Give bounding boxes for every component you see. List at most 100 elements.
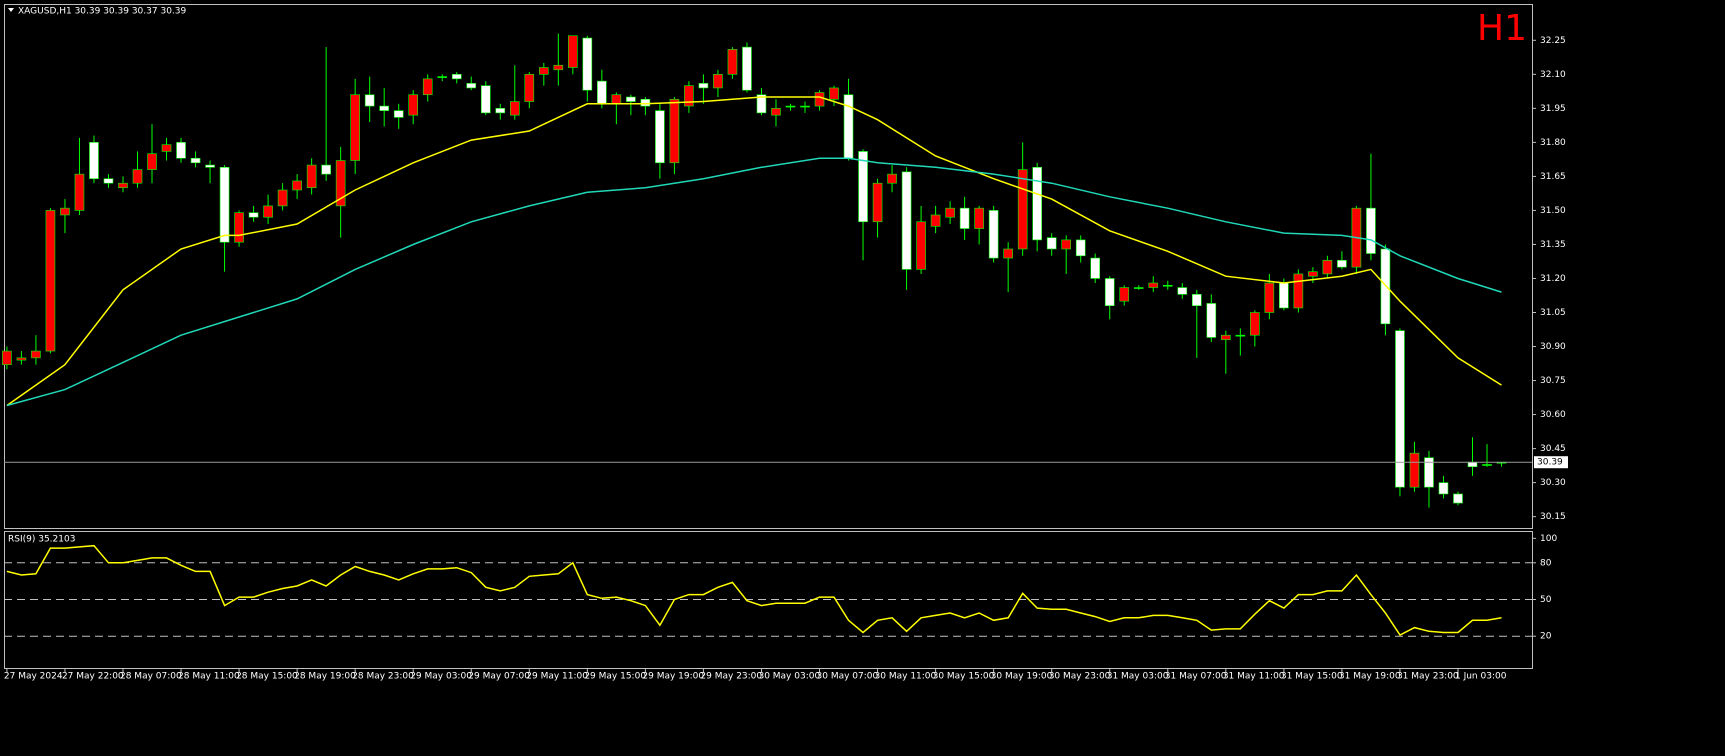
candle-body (930, 214, 941, 227)
candle-body (568, 35, 578, 68)
x-tick-label: 27 May 2024 (4, 672, 63, 682)
candle-body (277, 189, 288, 207)
y-tick-label: 31.20 (1540, 274, 1566, 284)
candle-body (713, 74, 723, 89)
x-tick-label: 30 May 19:00 (991, 672, 1053, 682)
candle-body (147, 153, 157, 170)
candle-body (974, 207, 984, 229)
candle-body (539, 67, 549, 75)
candle-body (379, 105, 389, 111)
x-tick-label: 30 May 15:00 (933, 672, 995, 682)
candle-body (132, 169, 143, 184)
candle-body (364, 94, 375, 107)
candle-body (1061, 239, 1071, 250)
candle-body (1003, 248, 1013, 259)
candle-body (495, 108, 506, 114)
x-tick-label: 31 May 23:00 (1397, 672, 1459, 682)
candle-body (1395, 330, 1405, 488)
x-tick-label: 28 May 15:00 (236, 672, 298, 682)
candle-body (626, 96, 636, 102)
x-tick-label: 27 May 22:00 (62, 672, 124, 682)
main-panel (4, 4, 1533, 529)
x-tick-label: 29 May 15:00 (584, 672, 646, 682)
x-tick-label: 31 May 11:00 (1223, 672, 1285, 682)
candle-body (1424, 457, 1434, 488)
rsi-line (6, 544, 1502, 636)
candle-body (263, 205, 273, 218)
y-tick-label: 31.95 (1540, 104, 1566, 114)
candle-body (74, 173, 85, 211)
candle-body (219, 167, 230, 243)
candle-body (1250, 312, 1260, 336)
y-tick-label: 50 (1540, 595, 1552, 605)
x-tick-label: 28 May 23:00 (352, 672, 414, 682)
candle-body (858, 151, 868, 223)
candle-body (1148, 282, 1159, 288)
candle-body (669, 98, 680, 164)
x-tick-label: 29 May 19:00 (642, 672, 704, 682)
candle-body (480, 85, 491, 114)
candle-body (1438, 482, 1449, 495)
candle-body (118, 182, 128, 189)
candle-body (872, 182, 883, 223)
candle-body (988, 210, 999, 259)
y-tick-label: 100 (1540, 534, 1557, 544)
y-tick-label: 30.75 (1540, 376, 1566, 386)
x-tick-label: 30 May 03:00 (758, 672, 820, 682)
candle-body (234, 212, 244, 243)
candle-body (1075, 239, 1086, 257)
timeframe-label: H1 (1477, 8, 1527, 49)
candle-body (248, 212, 259, 218)
x-tick-label: 1 Jun 03:00 (1455, 672, 1507, 682)
candle-body (350, 94, 360, 161)
candle-body (945, 207, 955, 218)
y-tick-label: 31.35 (1540, 240, 1566, 250)
candle-body (843, 94, 854, 159)
x-tick-label: 29 May 03:00 (410, 672, 472, 682)
x-tick-label: 28 May 19:00 (294, 672, 356, 682)
y-tick-label: 30.15 (1540, 512, 1566, 522)
last-price-label: 30.39 (1537, 458, 1563, 468)
candle-body (1032, 167, 1042, 241)
candle-body (1366, 207, 1376, 254)
candle-body (1017, 169, 1028, 250)
candle-body (89, 142, 99, 179)
candle-body (916, 221, 926, 270)
moving-average (6, 96, 1502, 407)
candle-body (1482, 464, 1492, 466)
y-tick-label: 80 (1540, 558, 1552, 568)
moving-average (6, 157, 1502, 407)
candle-body (1177, 287, 1188, 295)
candle-body (190, 157, 201, 164)
x-tick-label: 31 May 07:00 (1165, 672, 1227, 682)
candle-body (103, 178, 114, 184)
candle-body (422, 78, 433, 96)
candle-body (161, 144, 172, 152)
y-tick-label: 31.80 (1540, 138, 1566, 148)
menu-arrow[interactable] (8, 8, 14, 12)
candle-body (451, 74, 462, 80)
x-tick-label: 28 May 11:00 (178, 672, 240, 682)
candle-body (466, 83, 477, 89)
candle-body (1235, 334, 1246, 337)
candle-body (45, 210, 56, 352)
x-tick-label: 31 May 15:00 (1281, 672, 1343, 682)
candle-body (1409, 452, 1420, 488)
candle-body (901, 171, 912, 270)
candle-body (887, 173, 897, 184)
candle-body (524, 74, 535, 102)
candle-body (1308, 271, 1318, 277)
y-tick-label: 32.10 (1540, 70, 1566, 80)
candle-body (1104, 278, 1115, 306)
candle-body (1162, 284, 1173, 287)
candle-body (31, 350, 41, 359)
y-tick-label: 20 (1540, 632, 1552, 642)
candle-body (306, 164, 317, 189)
candle-body (1322, 260, 1333, 275)
x-tick-label: 28 May 07:00 (120, 672, 182, 682)
x-tick-label: 30 May 11:00 (875, 672, 937, 682)
candle-body (597, 80, 607, 105)
candle-body (60, 207, 70, 216)
